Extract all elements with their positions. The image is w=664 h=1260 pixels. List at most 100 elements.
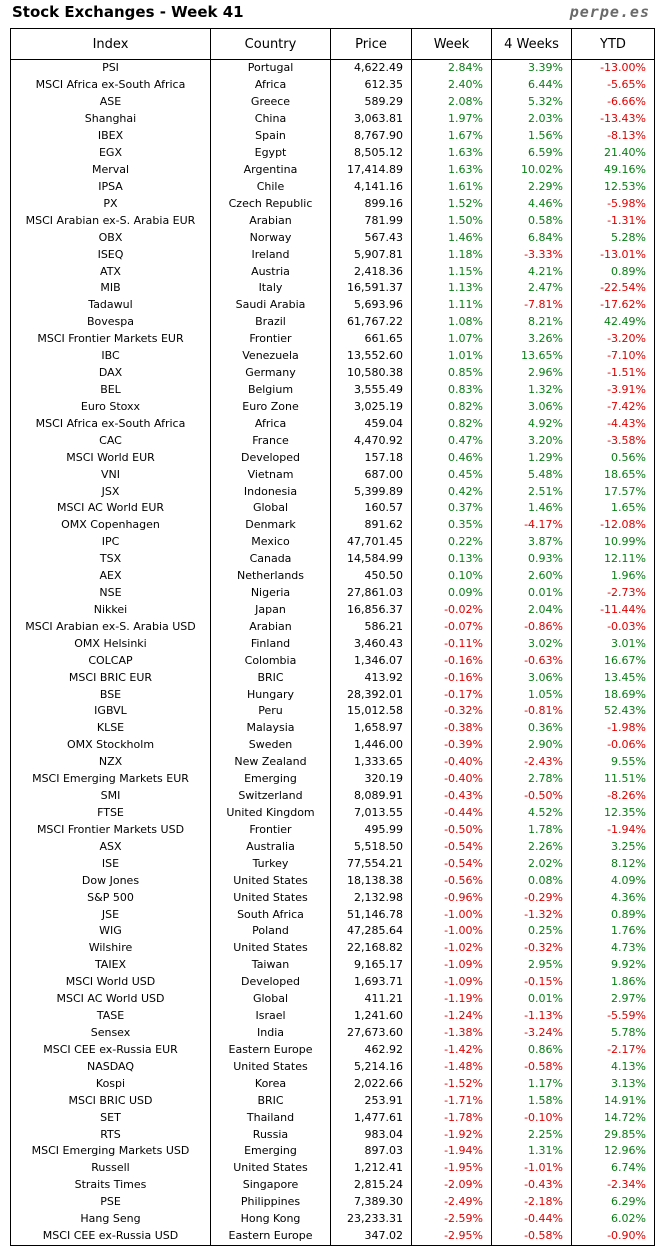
four-week-change-cell: -1.01%	[491, 1159, 572, 1177]
country-cell: Venezuela	[210, 347, 331, 365]
week-change-cell: -0.40%	[411, 770, 492, 788]
column-header-ytd: YTD	[571, 28, 655, 60]
table-row: Dow Jones United States 18,138.38 -0.56% 0.0…	[10, 872, 655, 890]
ytd-change-cell: -22.54%	[571, 279, 655, 297]
index-cell: MSCI World USD	[10, 973, 211, 991]
four-week-change-cell: -0.29%	[491, 889, 572, 907]
week-change-cell: 1.63%	[411, 144, 492, 162]
week-change-cell: 1.46%	[411, 229, 492, 247]
table-row: NSE Nigeria 27,861.03 0.09% 0.01% -2.73%	[10, 584, 655, 602]
index-cell: MSCI World EUR	[10, 449, 211, 467]
country-cell: Taiwan	[210, 956, 331, 974]
week-change-cell: 0.37%	[411, 499, 492, 517]
four-week-change-cell: -1.13%	[491, 1007, 572, 1025]
four-week-change-cell: -4.17%	[491, 516, 572, 534]
ytd-change-cell: -6.66%	[571, 93, 655, 111]
index-cell: RTS	[10, 1126, 211, 1143]
price-cell: 1,658.97	[330, 719, 412, 737]
index-cell: MIB	[10, 279, 211, 297]
table-row: SET Thailand 1,477.61 -1.78% -0.10% 14.72%	[10, 1109, 655, 1127]
price-cell: 8,767.90	[330, 127, 412, 145]
ytd-change-cell: 0.56%	[571, 449, 655, 467]
price-cell: 1,333.65	[330, 753, 412, 771]
four-week-change-cell: -0.50%	[491, 787, 572, 805]
price-cell: 781.99	[330, 212, 412, 230]
table-row: IBEX Spain 8,767.90 1.67% 1.56% -8.13%	[10, 127, 655, 145]
four-week-change-cell: 0.36%	[491, 719, 572, 737]
index-cell: NSE	[10, 584, 211, 602]
week-change-cell: 0.22%	[411, 533, 492, 551]
week-change-cell: -1.02%	[411, 939, 492, 957]
four-week-change-cell: -7.81%	[491, 296, 572, 314]
ytd-change-cell: 1.65%	[571, 499, 655, 517]
four-week-change-cell: -0.86%	[491, 618, 572, 636]
ytd-change-cell: 8.12%	[571, 855, 655, 873]
four-week-change-cell: -0.32%	[491, 939, 572, 957]
four-week-change-cell: 3.87%	[491, 533, 572, 551]
index-cell: IPSA	[10, 178, 211, 196]
ytd-change-cell: -7.42%	[571, 398, 655, 416]
table-row: ISE Turkey 77,554.21 -0.54% 2.02% 8.12%	[10, 855, 655, 873]
country-cell: Thailand	[210, 1109, 331, 1127]
country-cell: Frontier	[210, 330, 331, 348]
four-week-change-cell: 5.32%	[491, 93, 572, 111]
brand-label: perpe.es	[569, 3, 650, 21]
country-cell: Philippines	[210, 1193, 331, 1211]
table-row: MSCI World USD Developed 1,693.71 -1.09% -0.…	[10, 973, 655, 991]
price-cell: 413.92	[330, 669, 412, 687]
four-week-change-cell: -0.58%	[491, 1058, 572, 1076]
country-cell: Denmark	[210, 516, 331, 534]
country-cell: Switzerland	[210, 787, 331, 805]
week-change-cell: 0.42%	[411, 483, 492, 500]
four-week-change-cell: 2.26%	[491, 838, 572, 856]
index-cell: ASE	[10, 93, 211, 111]
country-cell: Argentina	[210, 161, 331, 179]
week-change-cell: -0.11%	[411, 635, 492, 653]
country-cell: Singapore	[210, 1176, 331, 1194]
index-cell: TSX	[10, 550, 211, 568]
table-body: PSI Portugal 4,622.49 2.84% 3.39% -13.00% MSCI…	[10, 59, 655, 1246]
table-row: Shanghai China 3,063.81 1.97% 2.03% -13.43%	[10, 110, 655, 128]
price-cell: 1,212.41	[330, 1159, 412, 1177]
week-change-cell: 1.13%	[411, 279, 492, 297]
ytd-change-cell: 12.96%	[571, 1143, 655, 1160]
country-cell: United States	[210, 1058, 331, 1076]
table-row: BSE Hungary 28,392.01 -0.17% 1.05% 18.69%	[10, 686, 655, 704]
four-week-change-cell: 0.25%	[491, 923, 572, 940]
column-header-index: Index	[10, 28, 211, 60]
table-row: MSCI World EUR Developed 157.18 0.46% 1.29% 0…	[10, 449, 655, 467]
ytd-change-cell: -2.73%	[571, 584, 655, 602]
ytd-change-cell: 12.11%	[571, 550, 655, 568]
table-row: OMX Stockholm Sweden 1,446.00 -0.39% 2.90% -0…	[10, 736, 655, 754]
week-change-cell: -1.92%	[411, 1126, 492, 1143]
four-week-change-cell: 1.78%	[491, 821, 572, 839]
four-week-change-cell: 6.44%	[491, 76, 572, 94]
week-change-cell: -2.95%	[411, 1227, 492, 1246]
ytd-change-cell: -5.59%	[571, 1007, 655, 1025]
table-row: OBX Norway 567.43 1.46% 6.84% 5.28%	[10, 229, 655, 247]
ytd-change-cell: -8.13%	[571, 127, 655, 145]
table-row: Straits Times Singapore 2,815.24 -2.09% -0.4…	[10, 1176, 655, 1194]
four-week-change-cell: 0.86%	[491, 1041, 572, 1059]
week-change-cell: -1.48%	[411, 1058, 492, 1076]
week-change-cell: -2.59%	[411, 1210, 492, 1228]
week-change-cell: 1.63%	[411, 161, 492, 179]
ytd-change-cell: 12.35%	[571, 804, 655, 822]
table-row: MSCI AC World EUR Global 160.57 0.37% 1.46% 1…	[10, 499, 655, 517]
country-cell: Eastern Europe	[210, 1041, 331, 1059]
ytd-change-cell: -12.08%	[571, 516, 655, 534]
price-cell: 8,089.91	[330, 787, 412, 805]
week-change-cell: -0.32%	[411, 703, 492, 720]
table-row: IPC Mexico 47,701.45 0.22% 3.87% 10.99%	[10, 533, 655, 551]
column-header-week: Week	[411, 28, 492, 60]
four-week-change-cell: 0.01%	[491, 990, 572, 1008]
ytd-change-cell: -1.98%	[571, 719, 655, 737]
price-cell: 5,214.16	[330, 1058, 412, 1076]
week-change-cell: -2.09%	[411, 1176, 492, 1194]
week-change-cell: -1.71%	[411, 1092, 492, 1110]
week-change-cell: 0.85%	[411, 364, 492, 382]
country-cell: Indonesia	[210, 483, 331, 500]
table-row: Merval Argentina 17,414.89 1.63% 10.02% 49.16…	[10, 161, 655, 179]
index-cell: MSCI AC World USD	[10, 990, 211, 1008]
price-cell: 23,233.31	[330, 1210, 412, 1228]
